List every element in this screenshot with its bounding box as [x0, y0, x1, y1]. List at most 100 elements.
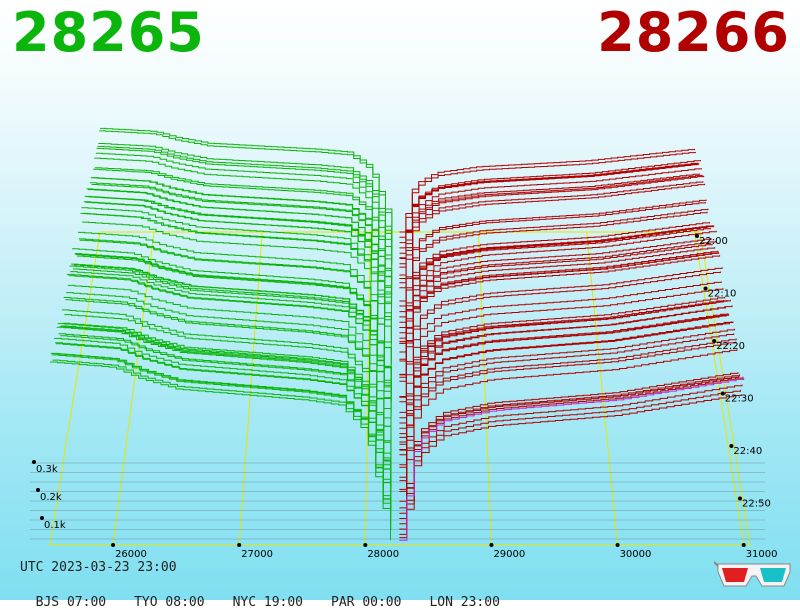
time-tick-mark [738, 496, 742, 501]
bid-depth-line [71, 263, 392, 409]
ask-depth-line [399, 328, 735, 478]
price-tick-mark [489, 543, 494, 547]
bid-depth-line [61, 309, 392, 470]
ask-depth-line [399, 384, 743, 535]
bid-depth-line [77, 255, 392, 376]
bid-depth-line [55, 342, 392, 513]
ask-depth-line [399, 225, 715, 344]
ask-depth-line [399, 241, 716, 362]
bid-depth-line [52, 359, 392, 530]
ask-depth-line [399, 271, 721, 397]
ask-depth-line [399, 199, 707, 307]
bid-depth-line [69, 265, 392, 413]
bid-depth-line [89, 182, 393, 296]
price-tick-label: 30000 [620, 549, 652, 560]
ask-depth-line [399, 168, 702, 268]
bid-depth-line [51, 354, 392, 531]
bid-depth-line [94, 157, 393, 266]
depth-tick-mark [32, 460, 36, 464]
bid-depth-line [57, 323, 392, 490]
ask-depth-line [399, 389, 741, 525]
zone-bjs: BJS 07:00 [35, 595, 107, 610]
time-tick-label: 22:00 [699, 236, 728, 247]
price-tick-label: 26000 [115, 549, 147, 560]
ask-depth-line [399, 148, 696, 233]
ask-depth-line [399, 151, 696, 238]
price-tick-mark [741, 543, 746, 547]
price-tick-mark [615, 543, 620, 547]
ask-depth-line [399, 160, 701, 259]
time-tick-mark [720, 391, 725, 396]
ask-depth-line [399, 163, 700, 259]
price-gridline [238, 231, 263, 546]
bid-depth-line [59, 326, 392, 487]
ask-depth-line [399, 247, 716, 360]
bid-depth-line [60, 335, 392, 482]
bid-depth-line [89, 196, 393, 301]
ask-depth-line [399, 238, 712, 339]
bid-depth-line [98, 143, 393, 243]
bid-depth-line [65, 299, 392, 450]
bid-depth-line [63, 297, 392, 454]
timezone-row: BJS 07:00 TYO 08:00 NYC 19:00 PAR 00:00 LON … [20, 580, 528, 610]
ask-depth-line [399, 173, 701, 265]
bid-depth-line [55, 343, 392, 508]
zone-nyc: NYC 19:00 [232, 595, 304, 610]
3d-glasses-icon[interactable] [714, 558, 794, 592]
ask-depth-line [399, 230, 717, 353]
bid-depth-line [83, 201, 392, 326]
price-gridline [477, 231, 492, 546]
bid-price: 28265 [12, 1, 205, 64]
ask-depth-line [399, 296, 726, 424]
bid-depth-line [72, 248, 392, 392]
bid-depth-line [78, 231, 392, 366]
ask-depth-line [399, 305, 733, 451]
bid-depth-line [79, 239, 392, 360]
ask-depth-line [399, 181, 704, 284]
bid-depth-line [62, 322, 392, 466]
time-tick-mark [695, 234, 699, 238]
time-tick-mark [703, 286, 708, 291]
bid-depth-line [58, 333, 392, 492]
ask-depth-line [399, 202, 706, 302]
ask-depth-line [399, 376, 744, 539]
bid-depth-line [94, 167, 393, 264]
ask-depth-line [399, 288, 724, 413]
bid-depth-line [66, 273, 392, 426]
bid-depth-line [86, 188, 392, 309]
ask-depth-line [399, 255, 721, 382]
time-tick-label: 22:10 [708, 289, 737, 300]
ask-depth-line [399, 394, 742, 530]
price-tick-label: 28000 [367, 549, 399, 560]
bid-depth-line [95, 152, 393, 259]
ask-depth-line [399, 252, 720, 378]
price-tick-mark [363, 543, 368, 547]
depth-tick-label: 0.1k [44, 520, 66, 531]
ask-depth-line [399, 374, 740, 519]
ask-depth-line [399, 281, 722, 403]
ask-depth-line [399, 378, 745, 541]
time-tick-mark [729, 444, 734, 448]
price-tick-label: 29000 [493, 549, 525, 560]
bid-depth-line [64, 314, 392, 455]
time-tick-label: 22:50 [742, 499, 771, 510]
bid-depth-line [70, 271, 392, 418]
bid-depth-line [50, 361, 391, 541]
depth-tick-label: 0.2k [40, 492, 62, 503]
price-tick-mark [237, 543, 242, 547]
ask-depth-line [399, 174, 703, 276]
bid-depth-line [50, 352, 392, 531]
ask-depth-line [399, 321, 734, 468]
ask-depth-line [399, 313, 729, 445]
bid-depth-line [78, 238, 392, 365]
ask-depth-line [399, 267, 723, 398]
bid-depth-line [68, 275, 392, 424]
bid-depth-line [82, 221, 392, 344]
ask-depth-line [399, 372, 739, 509]
time-tick-label: 22:20 [716, 341, 745, 352]
bid-depth-line [80, 212, 392, 343]
ask-price: 28266 [597, 1, 790, 64]
floor-outline [49, 231, 751, 546]
zone-lon: LON 23:00 [429, 595, 500, 610]
